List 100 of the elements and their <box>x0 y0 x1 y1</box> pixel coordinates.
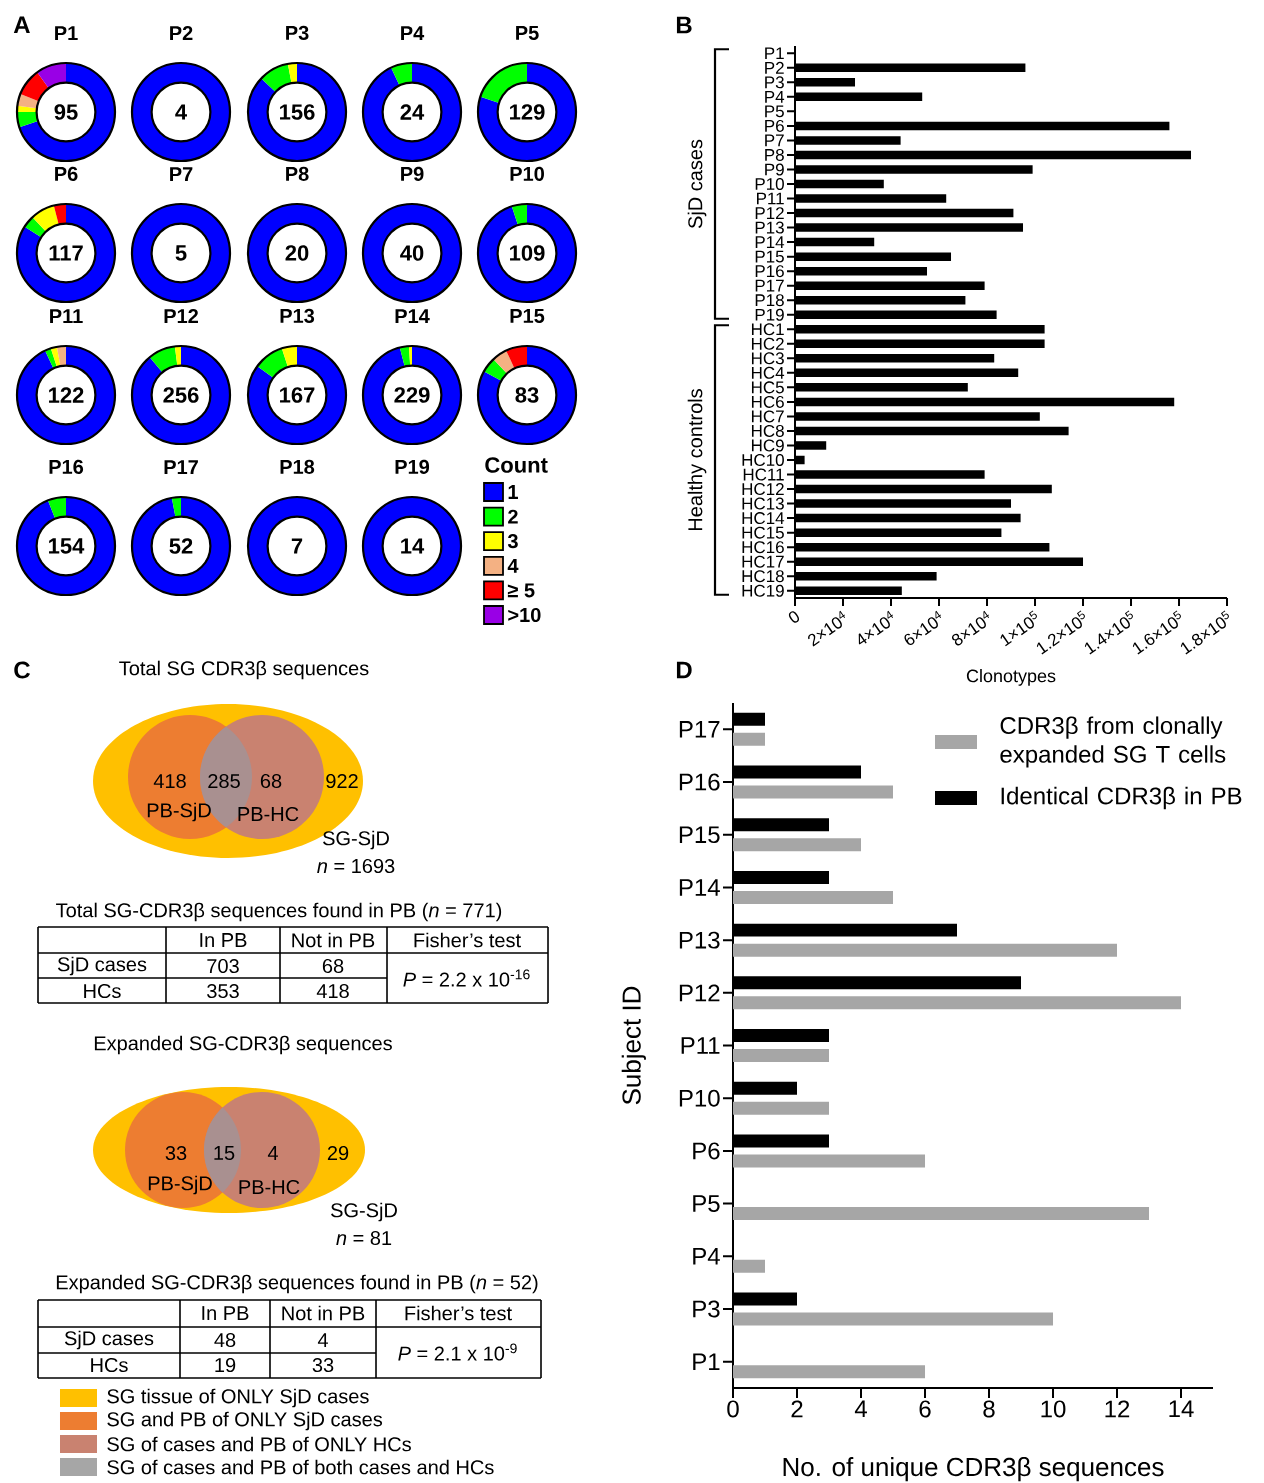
x-tick-label: 0 <box>788 611 800 623</box>
y-tick-label: P3 <box>765 76 784 89</box>
text: Expanded SG-CDR3β sequences <box>94 1035 392 1055</box>
y-tick-label: HC10 <box>742 453 784 467</box>
y-tick-label: P11 <box>757 192 784 205</box>
x-tick-label: 4 <box>854 1400 867 1417</box>
text: 229 <box>394 387 430 403</box>
y-tick-label: P5 <box>765 105 784 118</box>
text: B <box>676 16 692 34</box>
chart-title: P13 <box>280 308 315 323</box>
chart-title: P4 <box>401 26 425 40</box>
y-axis-title: Subject ID <box>621 986 646 1105</box>
y-tick-label: P16 <box>755 265 784 278</box>
y-tick-label: P2 <box>765 61 784 74</box>
y-tick-label: P1 <box>765 47 784 60</box>
text: 4 <box>267 1146 278 1160</box>
y-tick-label: P14 <box>679 879 720 896</box>
text: n = 1693 <box>317 858 395 874</box>
text: n = 81 <box>336 1230 392 1246</box>
y-tick-label: P12 <box>755 207 784 219</box>
text: 154 <box>49 538 85 554</box>
y-tick-label: HC16 <box>742 541 784 554</box>
bar <box>733 1259 766 1273</box>
bar <box>733 943 1118 957</box>
y-tick-label: HC19 <box>742 584 784 597</box>
text: Healthy controls <box>687 389 707 531</box>
category-label: SG of cases and PB of ONLY HCs <box>107 1436 411 1452</box>
y-tick-label: P12 <box>679 984 720 1002</box>
y-tick-label: P17 <box>679 721 720 738</box>
y-tick-label: HC17 <box>742 555 784 568</box>
x-tick-label: 0 <box>727 1400 739 1418</box>
chart-title: P3 <box>286 25 309 40</box>
text: PB-SjD <box>148 1175 212 1195</box>
chart-title: P18 <box>280 459 315 474</box>
chart-title: P2 <box>170 25 193 40</box>
y-tick-label: P4 <box>765 90 785 103</box>
text: SjD cases <box>57 956 147 976</box>
text: 353 <box>207 983 239 999</box>
y-tick-label: HC1 <box>751 323 784 336</box>
text: SjD cases <box>687 139 707 229</box>
text: In PB <box>202 1306 249 1320</box>
chart-title: P7 <box>170 167 193 181</box>
y-tick-label: HC13 <box>742 497 784 510</box>
y-tick-label: HC12 <box>742 483 784 496</box>
y-tick-label: P11 <box>681 1037 720 1054</box>
y-tick-label: P6 <box>693 1142 720 1160</box>
chart-title: P16 <box>49 459 84 474</box>
text: 122 <box>49 387 84 403</box>
text: 7 <box>291 538 303 554</box>
x-axis-title: Clonotypes <box>966 669 1056 686</box>
text: C <box>14 661 31 679</box>
text: 19 <box>215 1357 236 1373</box>
y-tick-label: HC4 <box>751 366 785 379</box>
category-label: SG and PB of ONLY SjD cases <box>107 1411 383 1431</box>
y-tick-label: P10 <box>679 1089 720 1107</box>
legend-label: CDR3β from clonally expanded SG T cells <box>1000 716 1226 768</box>
text: A <box>13 16 30 34</box>
y-tick-label: P6 <box>765 119 784 132</box>
y-tick-label: P16 <box>679 773 720 791</box>
text: Total SG-CDR3β sequences found in PB (n = 771) <box>56 902 502 922</box>
bar <box>733 1101 829 1115</box>
bar <box>733 1049 829 1063</box>
text: 256 <box>163 387 199 403</box>
y-tick-label: P9 <box>765 163 784 176</box>
text: 109 <box>510 245 545 261</box>
text: Not in PB <box>292 932 375 948</box>
text: 418 <box>153 773 186 789</box>
category-label: SG of cases and PB of both cases and HCs <box>107 1459 494 1475</box>
text: Not in PB <box>282 1305 365 1321</box>
chart-title: P6 <box>55 166 78 181</box>
y-tick-label: HC7 <box>751 410 784 423</box>
legend-title: Count <box>485 457 548 473</box>
text: 4 <box>175 104 187 120</box>
bar <box>733 1365 926 1379</box>
text: 52 <box>169 538 193 554</box>
text: SjD cases <box>64 1330 154 1350</box>
text: HCs <box>84 983 121 999</box>
y-tick-label: HC15 <box>742 526 784 539</box>
y-tick-label: HC18 <box>742 570 784 583</box>
y-tick-label: P3 <box>693 1300 720 1318</box>
text: 68 <box>322 958 344 974</box>
text: 922 <box>326 773 358 789</box>
text: SG-SjD <box>323 830 389 850</box>
legend-label: 3 <box>507 534 518 549</box>
y-tick-label: HC6 <box>751 395 784 408</box>
text: 4 <box>317 1333 328 1347</box>
bar <box>733 1154 926 1168</box>
y-tick-label: P13 <box>755 221 784 234</box>
text: 14 <box>401 538 425 554</box>
x-tick-label: 12 <box>1105 1400 1130 1418</box>
y-tick-label: HC14 <box>742 512 785 525</box>
x-axis-title: No. of unique CDR3β sequences <box>783 1457 1164 1482</box>
y-tick-label: HC3 <box>751 352 784 365</box>
chart-title: P12 <box>164 308 198 323</box>
bar <box>733 785 894 799</box>
text: 40 <box>400 245 424 261</box>
text: 117 <box>49 245 83 261</box>
text: 33 <box>312 1357 334 1373</box>
chart-title: P10 <box>510 166 544 181</box>
text: 156 <box>280 104 315 120</box>
